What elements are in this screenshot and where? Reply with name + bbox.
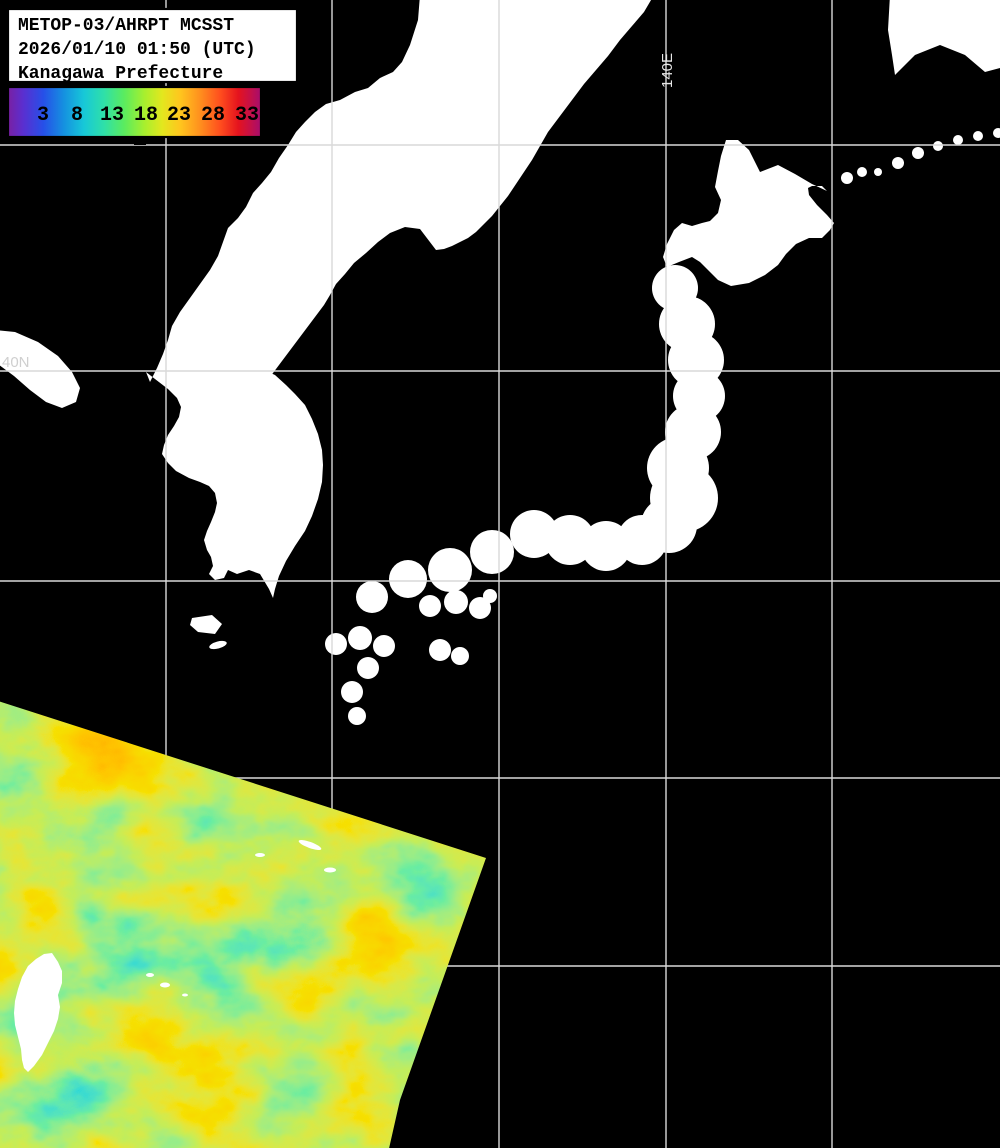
svg-text:METOP-03/AHRPT MCSST: METOP-03/AHRPT MCSST [18, 16, 234, 36]
svg-text:Kanagawa Prefecture: Kanagawa Prefecture [18, 64, 223, 84]
svg-text:13: 13 [100, 104, 124, 127]
svg-text:18: 18 [134, 104, 158, 127]
svg-text:140E: 140E [659, 53, 676, 88]
svg-text:2026/01/10 01:50 (UTC): 2026/01/10 01:50 (UTC) [18, 40, 256, 60]
svg-text:8: 8 [71, 104, 83, 127]
svg-text:3: 3 [37, 104, 49, 127]
svg-text:40N: 40N [2, 354, 30, 371]
svg-text:33: 33 [235, 104, 259, 127]
svg-text:23: 23 [167, 104, 191, 127]
svg-text:28: 28 [201, 104, 225, 127]
